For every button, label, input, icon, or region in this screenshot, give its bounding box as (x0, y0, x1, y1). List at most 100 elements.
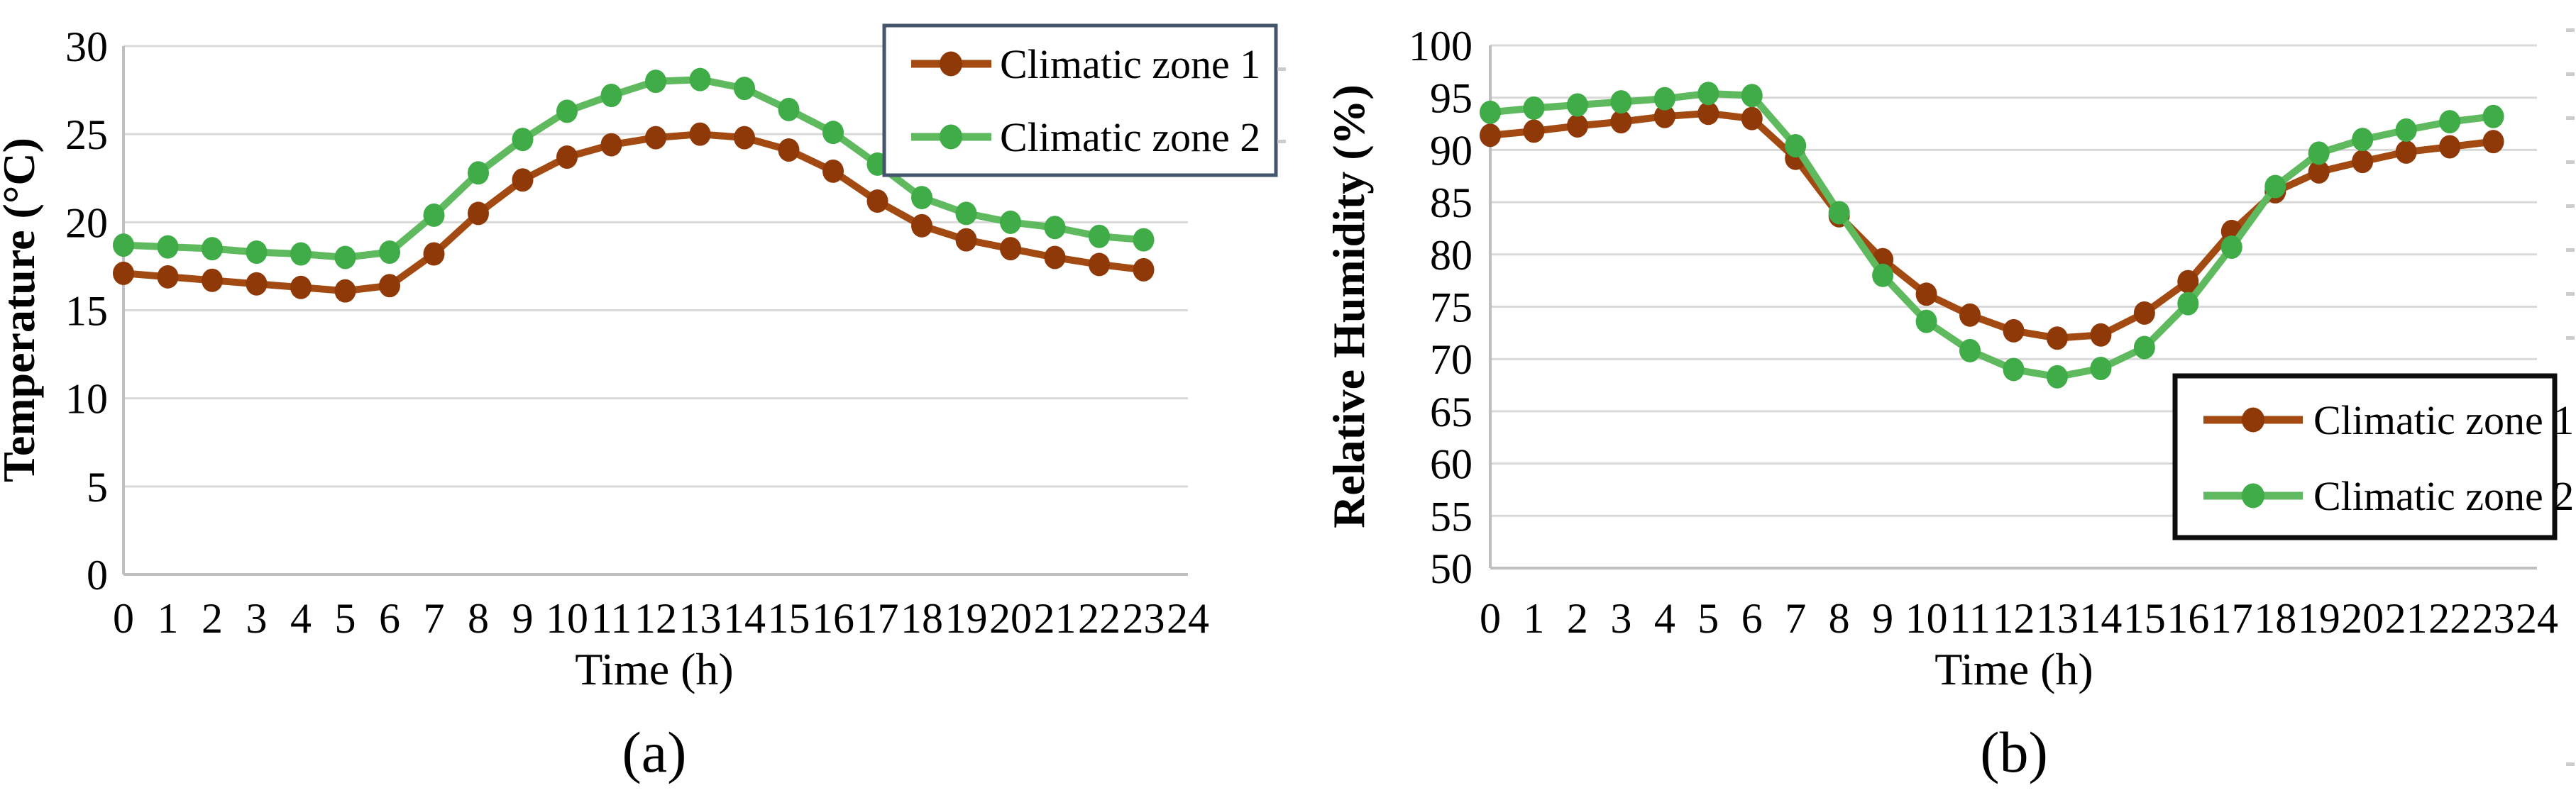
data-point-marker-climatic-zone-2 (2395, 118, 2417, 142)
y-tick-label: 95 (1430, 75, 1473, 122)
x-tick-label: 7 (1785, 595, 1806, 642)
data-point-marker-climatic-zone-2 (1872, 263, 1894, 287)
data-point-marker-climatic-zone-1 (600, 133, 622, 157)
subfigure-caption: (a) (622, 720, 686, 784)
data-point-marker-climatic-zone-1 (955, 228, 977, 252)
data-point-marker-climatic-zone-2 (2308, 141, 2330, 165)
data-point-marker-climatic-zone-2 (423, 203, 445, 227)
data-point-marker-climatic-zone-2 (113, 233, 134, 257)
data-point-marker-climatic-zone-2 (512, 128, 534, 152)
x-tick-label: 8 (468, 595, 489, 642)
x-tick-label: 4 (290, 595, 312, 642)
x-tick-label: 0 (113, 595, 134, 642)
x-tick-label: 23 (1123, 595, 1165, 642)
x-tick-label: 5 (1697, 595, 1719, 642)
x-tick-label: 15 (2123, 595, 2166, 642)
x-tick-label: 19 (2298, 595, 2340, 642)
x-tick-label: 10 (1905, 595, 1948, 642)
data-point-marker-climatic-zone-2 (1480, 100, 1501, 124)
data-point-marker-climatic-zone-1 (2090, 323, 2112, 347)
data-point-marker-climatic-zone-1 (2133, 301, 2155, 325)
data-point-marker-climatic-zone-2 (1828, 201, 1850, 225)
y-tick-label: 100 (1409, 23, 1473, 70)
data-point-marker-climatic-zone-1 (2308, 160, 2330, 184)
x-tick-label: 18 (901, 595, 943, 642)
x-tick-label: 2 (1567, 595, 1588, 642)
data-point-marker-climatic-zone-2 (2090, 356, 2112, 380)
data-point-marker-climatic-zone-2 (1741, 84, 1763, 108)
data-point-marker-climatic-zone-1 (1044, 245, 1066, 270)
data-point-marker-climatic-zone-1 (113, 261, 134, 285)
data-point-marker-climatic-zone-1 (2003, 318, 2025, 343)
x-axis-title: Time (h) (575, 644, 733, 694)
data-point-marker-climatic-zone-1 (1741, 106, 1763, 130)
data-point-marker-climatic-zone-1 (1000, 237, 1021, 261)
legend-label-climatic-zone-1: Climatic zone 1 (2313, 397, 2574, 443)
subfigure-caption: (b) (1980, 720, 2048, 784)
data-point-marker-climatic-zone-1 (1653, 104, 1675, 128)
data-point-marker-climatic-zone-2 (246, 240, 268, 265)
data-point-marker-climatic-zone-2 (2439, 110, 2461, 134)
data-point-marker-climatic-zone-1 (1133, 257, 1155, 282)
edge-artifact-dash (2566, 248, 2575, 252)
data-point-marker-climatic-zone-1 (1697, 101, 1719, 126)
legend-marker-dot-icon (940, 124, 962, 150)
data-point-marker-climatic-zone-1 (734, 126, 755, 150)
data-point-marker-climatic-zone-2 (157, 235, 179, 259)
edge-artifact-dash (2566, 72, 2575, 76)
x-tick-label: 23 (2472, 595, 2515, 642)
data-point-marker-climatic-zone-2 (2264, 174, 2286, 199)
data-point-marker-climatic-zone-2 (290, 242, 312, 266)
x-tick-label: 13 (2036, 595, 2079, 642)
x-tick-label: 9 (1872, 595, 1893, 642)
x-tick-label: 22 (1078, 595, 1121, 642)
x-tick-label: 13 (679, 595, 722, 642)
data-point-marker-climatic-zone-1 (423, 242, 445, 266)
data-point-marker-climatic-zone-2 (2220, 235, 2242, 259)
data-point-marker-climatic-zone-2 (2177, 291, 2199, 316)
x-tick-label: 11 (591, 595, 632, 642)
data-point-marker-climatic-zone-1 (1915, 282, 1937, 306)
y-tick-label: 5 (87, 464, 108, 511)
data-point-marker-climatic-zone-2 (911, 186, 932, 210)
legend-label-climatic-zone-2: Climatic zone 2 (2313, 473, 2574, 519)
data-point-marker-climatic-zone-1 (1523, 119, 1545, 143)
data-point-marker-climatic-zone-2 (822, 121, 844, 145)
edge-artifact-dash (2566, 762, 2575, 766)
data-point-marker-climatic-zone-1 (689, 122, 711, 146)
x-tick-label: 6 (1741, 595, 1763, 642)
x-tick-label: 21 (1034, 595, 1077, 642)
data-point-marker-climatic-zone-1 (1089, 252, 1110, 277)
edge-artifact-dash (2566, 28, 2575, 32)
data-point-marker-climatic-zone-1 (2395, 140, 2417, 164)
legend-marker-dot-icon (2242, 483, 2264, 509)
data-point-marker-climatic-zone-2 (645, 70, 666, 94)
data-point-marker-climatic-zone-1 (2352, 150, 2374, 174)
y-tick-label: 30 (65, 23, 108, 70)
data-point-marker-climatic-zone-1 (2046, 326, 2068, 350)
x-tick-label: 10 (546, 595, 588, 642)
edge-artifact-dash (2566, 160, 2575, 164)
x-tick-label: 12 (634, 595, 677, 642)
data-point-marker-climatic-zone-1 (512, 168, 534, 192)
data-point-marker-climatic-zone-2 (1697, 82, 1719, 106)
x-tick-label: 19 (945, 595, 988, 642)
edge-artifact-dash (2566, 336, 2575, 340)
data-point-marker-climatic-zone-1 (1959, 303, 1981, 327)
legend-box (2172, 373, 2558, 540)
y-tick-label: 55 (1430, 493, 1473, 540)
x-tick-label: 20 (989, 595, 1032, 642)
data-point-marker-climatic-zone-2 (689, 67, 711, 91)
data-point-marker-climatic-zone-1 (822, 159, 844, 183)
x-tick-label: 8 (1829, 595, 1850, 642)
data-point-marker-climatic-zone-1 (290, 275, 312, 299)
x-tick-label: 2 (202, 595, 223, 642)
y-tick-label: 25 (65, 111, 108, 158)
x-tick-label: 18 (2254, 595, 2296, 642)
data-point-marker-climatic-zone-2 (1044, 216, 1066, 240)
data-point-marker-climatic-zone-2 (556, 99, 578, 123)
x-tick-label: 17 (2211, 595, 2253, 642)
data-point-marker-climatic-zone-2 (2003, 357, 2025, 382)
y-tick-label: 15 (65, 288, 108, 335)
